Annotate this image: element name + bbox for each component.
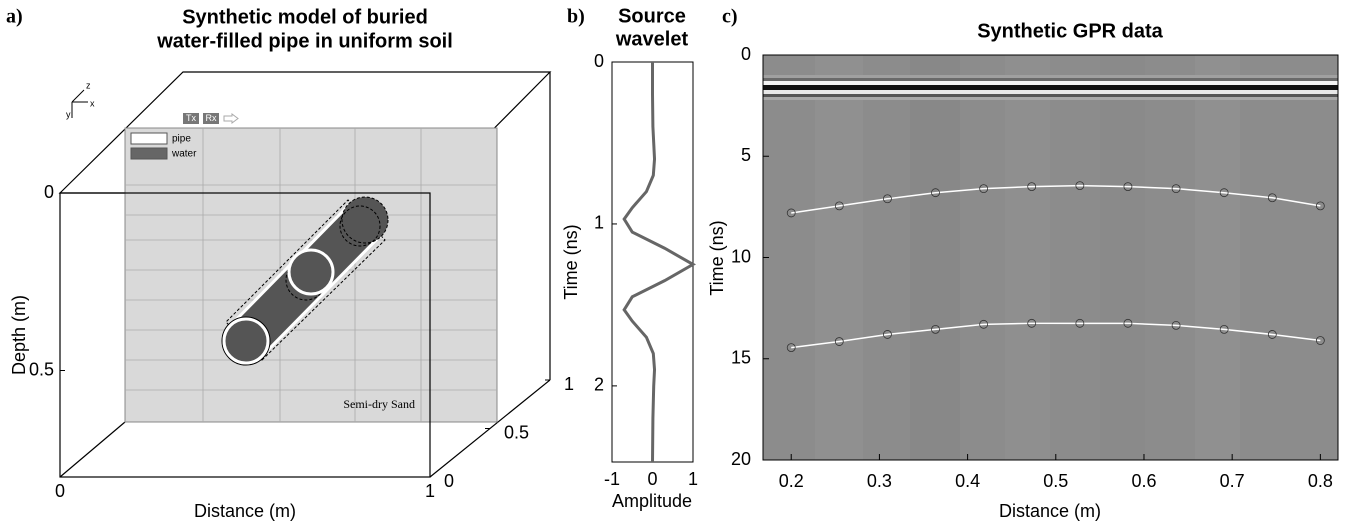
x-tick-label: 0 <box>55 481 65 501</box>
y-tick-label: 2 <box>594 375 604 395</box>
picked-point <box>931 188 940 198</box>
picked-point <box>1171 320 1181 330</box>
panel-label: a) <box>6 6 23 28</box>
picked-point <box>1219 188 1229 198</box>
x-tick-label: 1 <box>688 469 698 489</box>
box-front <box>59 192 431 478</box>
x-tick-label: 0.2 <box>779 471 804 491</box>
material-label: Semi-dry Sand <box>343 397 415 411</box>
box-edge <box>59 421 126 478</box>
direct-wave <box>763 75 1338 100</box>
x-tick-label: 1 <box>425 481 435 501</box>
pipe-section <box>287 248 335 296</box>
y-tick-label: 10 <box>731 246 751 266</box>
chart-title: Synthetic model of buried <box>182 6 428 28</box>
picked-point <box>979 184 989 194</box>
y-tick-label: 1 <box>594 213 604 233</box>
x-axis-label: Distance (m) <box>194 501 296 521</box>
y-axis-label: Time (ns) <box>707 220 727 295</box>
y-tick-label: 5 <box>741 145 751 165</box>
y-tick-label: 0 <box>741 44 751 64</box>
chart-title: Source <box>618 5 686 27</box>
chart-title: wavelet <box>615 28 689 50</box>
x-tick-label: 0.8 <box>1308 471 1333 491</box>
panel-label: c) <box>722 6 738 28</box>
y-axis-label: Time (ns) <box>561 224 581 299</box>
x-tick-label: 0.7 <box>1220 471 1245 491</box>
reflection-curve <box>791 184 1321 214</box>
z-tick-label: 0 <box>444 471 454 491</box>
picked-point <box>1075 181 1085 191</box>
picked-point <box>979 319 989 329</box>
y-tick-label: 20 <box>731 449 751 469</box>
picked-point <box>834 337 844 346</box>
picked-point <box>1267 330 1277 339</box>
x-tick-label: -1 <box>604 469 620 489</box>
axis-glyph-label: x <box>90 98 95 108</box>
legend-label: water <box>171 149 197 160</box>
axis-glyph <box>71 89 88 118</box>
x-axis-label: Amplitude <box>612 491 692 511</box>
picked-point <box>1075 318 1085 328</box>
picked-point <box>1123 182 1133 192</box>
chart-title: water-filled pipe in uniform soil <box>156 30 453 52</box>
y-axis-label: Depth (m) <box>9 295 29 375</box>
axis-glyph-label: z <box>86 80 91 90</box>
tx-label: Tx <box>186 113 196 123</box>
direction-arrow <box>223 113 239 124</box>
trace-columns <box>815 55 1240 460</box>
z-tick-label: 0.5 <box>504 422 529 442</box>
y-tick-label: 0 <box>594 51 604 71</box>
tx-box <box>183 113 199 124</box>
picked-point <box>1171 184 1181 194</box>
y-tick-label: 0 <box>44 182 54 202</box>
picked-point <box>883 194 892 204</box>
y-tick-label: 15 <box>731 348 751 368</box>
picked-point <box>786 208 796 218</box>
picked-point <box>1123 318 1133 328</box>
picked-point <box>786 343 796 353</box>
x-tick-label: 0.3 <box>867 471 892 491</box>
legend-label: pipe <box>172 134 191 145</box>
pipe-end <box>339 205 381 247</box>
picked-point <box>1027 318 1037 328</box>
x-tick-label: 0.5 <box>1043 471 1068 491</box>
legend-swatch <box>130 147 168 160</box>
picked-point <box>1315 201 1325 211</box>
y-tick-label: 0.5 <box>29 359 54 379</box>
rx-box <box>203 113 219 124</box>
x-tick-label: 0.6 <box>1131 471 1156 491</box>
reflection-curve <box>791 322 1321 349</box>
picked-point <box>883 330 892 339</box>
picked-point <box>1219 324 1229 334</box>
picked-point <box>1027 182 1037 192</box>
pipe-front <box>222 317 270 365</box>
x-axis-label: Distance (m) <box>999 501 1101 521</box>
x-tick-label: 0.4 <box>955 471 980 491</box>
axis-glyph-label: y <box>66 109 71 119</box>
pipe-end <box>341 196 389 244</box>
rx-label: Rx <box>206 113 217 123</box>
picked-point <box>1315 336 1325 345</box>
pipe-front <box>221 316 271 366</box>
plane-grid <box>125 128 497 422</box>
chart-title: Synthetic GPR data <box>977 20 1163 42</box>
legend-swatch <box>130 132 168 145</box>
panel-label: b) <box>567 6 585 28</box>
scene-box <box>58 71 552 478</box>
z-tick-label: 1 <box>564 374 574 394</box>
wavelet-line <box>622 62 697 463</box>
picked-point <box>834 201 844 211</box>
x-tick-label: 0 <box>647 469 657 489</box>
picked-point <box>931 324 940 334</box>
picked-point <box>1267 193 1277 203</box>
